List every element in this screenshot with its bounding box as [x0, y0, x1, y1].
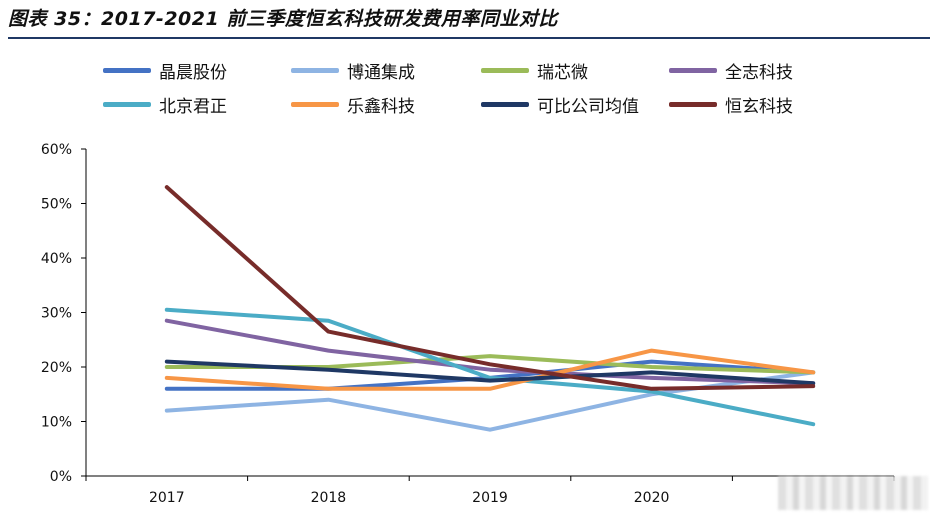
- legend-label: 乐鑫科技: [347, 96, 415, 117]
- legend-swatch: [669, 101, 717, 107]
- y-tick-label: 0%: [50, 469, 72, 485]
- legend-item: 博通集成: [291, 58, 481, 83]
- legend-label: 恒玄科技: [725, 96, 793, 117]
- y-tick-label: 50%: [41, 197, 72, 213]
- legend-item: 北京君正: [103, 92, 291, 117]
- legend-label: 北京君正: [159, 96, 227, 117]
- series-line-8: [164, 185, 816, 391]
- legend-label: 晶晨股份: [159, 62, 227, 83]
- legend-swatch: [481, 67, 529, 73]
- legend-swatch: [669, 67, 717, 73]
- series-line-5: [164, 307, 816, 427]
- legend-label: 全志科技: [725, 62, 793, 83]
- x-tick-label: 2019: [472, 490, 508, 506]
- legend-swatch: [291, 67, 339, 73]
- figure-title: 图表 35：2017-2021 前三季度恒玄科技研发费用率同业对比: [8, 8, 558, 30]
- title-divider: [8, 37, 930, 39]
- series-line-7: [164, 359, 816, 386]
- x-tick-label: 2017: [149, 490, 185, 506]
- legend-item: 瑞芯微: [481, 58, 669, 83]
- x-tick-label: 2020: [634, 490, 670, 506]
- y-tick-label: 40%: [41, 251, 72, 267]
- legend-item: 全志科技: [669, 58, 859, 83]
- chart-legend: 晶晨股份 博通集成 瑞芯微 全志科技北京君正 乐鑫科技 可比公司均值 恒玄科技: [103, 58, 883, 117]
- legend-item: 可比公司均值: [481, 92, 669, 117]
- legend-item: 乐鑫科技: [291, 92, 481, 117]
- legend-swatch: [103, 101, 151, 107]
- legend-swatch: [103, 67, 151, 73]
- legend-swatch: [481, 101, 529, 107]
- legend-swatch: [291, 101, 339, 107]
- watermark-blur: [778, 476, 928, 510]
- series-line-4: [164, 318, 816, 386]
- series-line-6: [164, 348, 816, 391]
- x-tick-label: 2018: [311, 490, 347, 506]
- legend-label: 博通集成: [347, 62, 415, 83]
- legend-item: 晶晨股份: [103, 58, 291, 83]
- y-tick-label: 30%: [41, 306, 72, 322]
- y-tick-label: 10%: [41, 415, 72, 431]
- y-tick-label: 20%: [41, 360, 72, 376]
- legend-label: 瑞芯微: [537, 62, 588, 83]
- y-tick-label: 60%: [41, 142, 72, 158]
- legend-label: 可比公司均值: [537, 96, 639, 117]
- legend-item: 恒玄科技: [669, 92, 859, 117]
